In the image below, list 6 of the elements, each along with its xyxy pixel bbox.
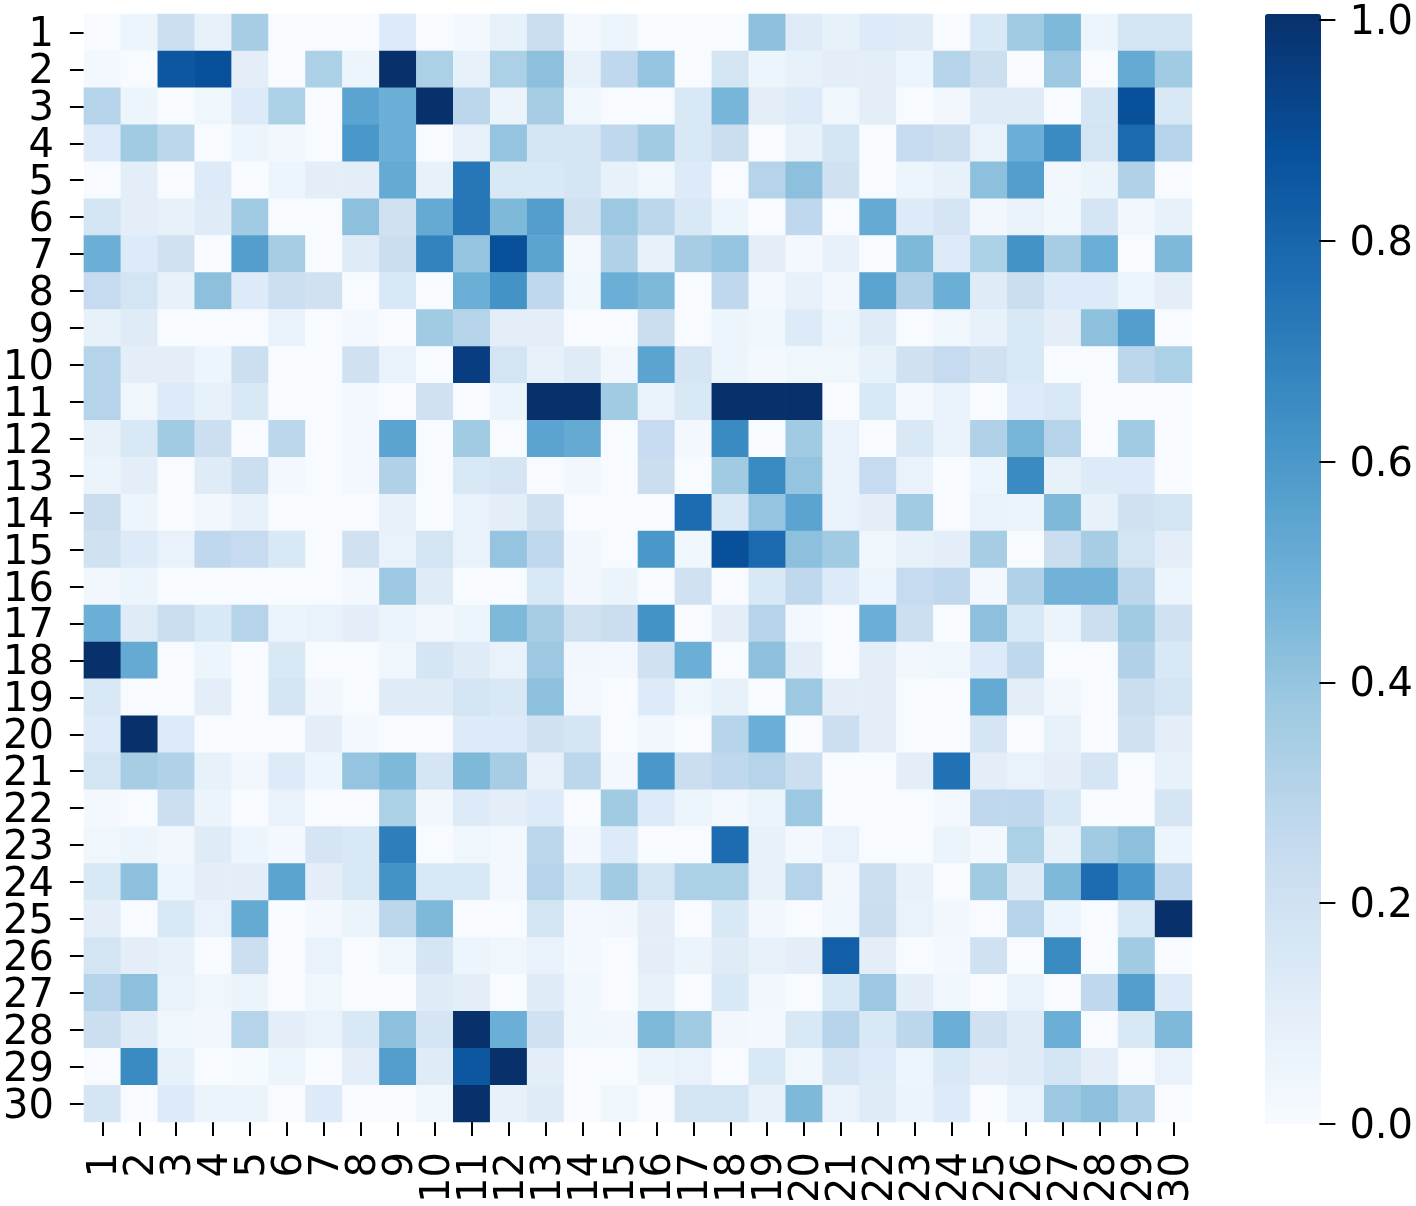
color-bar-label: 0.6 bbox=[1349, 438, 1414, 485]
color-bar-label: 0.8 bbox=[1349, 217, 1414, 264]
color-bar-label: 0.4 bbox=[1349, 659, 1414, 706]
color-bar-label: 0.2 bbox=[1349, 880, 1414, 927]
color-bar-label: 1.0 bbox=[1349, 0, 1414, 43]
color-bar-label: 0.0 bbox=[1349, 1101, 1414, 1147]
